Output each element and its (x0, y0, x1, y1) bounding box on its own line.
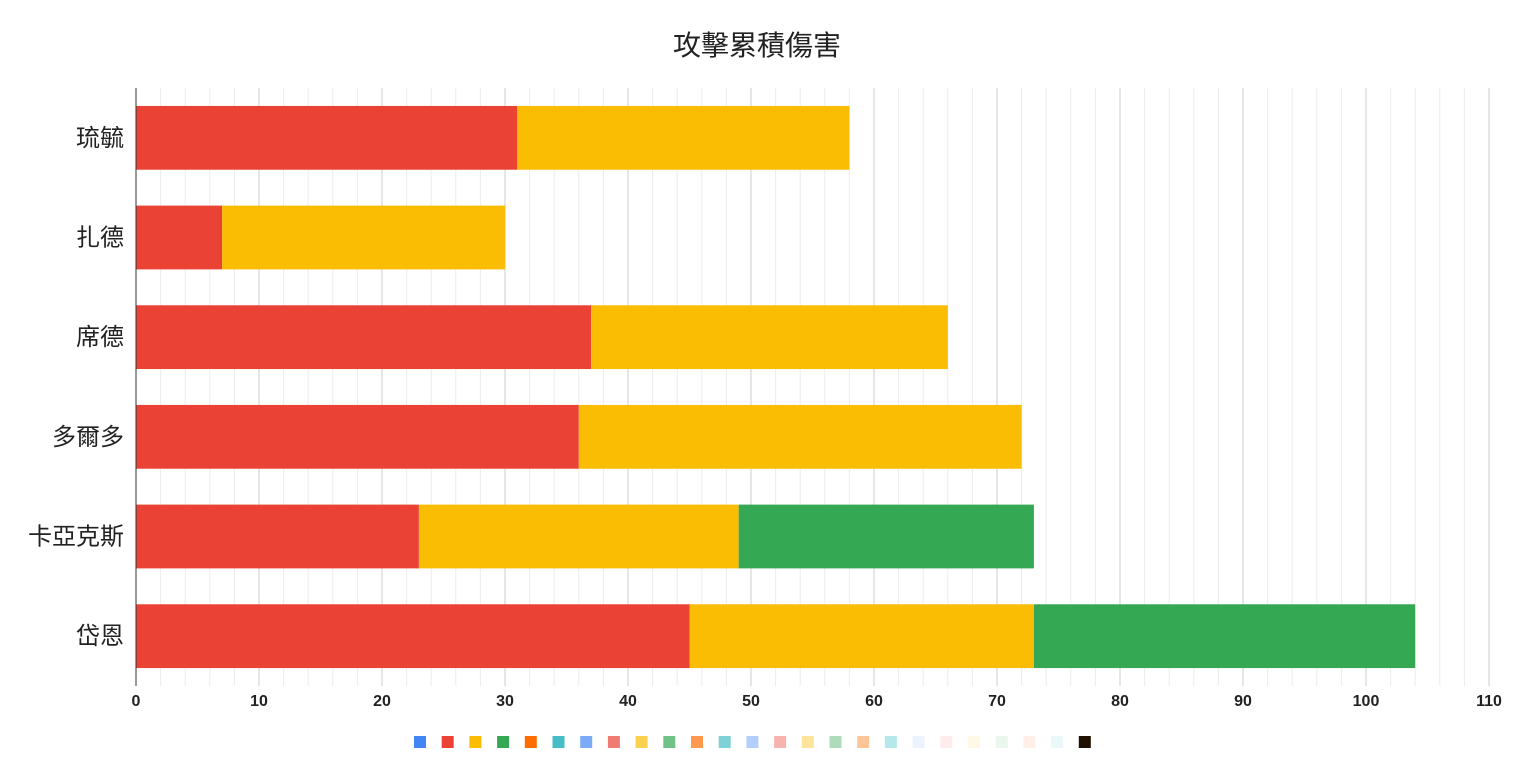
legend-swatch (607, 736, 620, 748)
legend-swatch (1051, 736, 1064, 748)
bar-segment-series-1 (136, 604, 690, 669)
x-tick-label: 0 (132, 693, 141, 710)
x-tick-label: 70 (988, 693, 1006, 710)
legend-swatch (857, 736, 870, 748)
x-tick-label: 80 (1111, 693, 1129, 710)
bar-segment-series-3 (1033, 604, 1416, 669)
bar-segment-series-2 (578, 404, 1022, 469)
category-label: 多爾多 (52, 424, 124, 451)
legend-swatch (829, 736, 842, 748)
category-label: 扎德 (76, 225, 124, 252)
bar-segment-series-1 (136, 205, 223, 270)
category-label: 岱恩 (76, 623, 124, 650)
bar-segment-series-2 (591, 305, 948, 370)
x-tick-label: 30 (496, 693, 514, 710)
legend-swatch (497, 736, 510, 748)
legend-swatch (940, 736, 953, 748)
legend-swatch (912, 736, 925, 748)
legend-swatch (663, 736, 676, 748)
x-tick-label: 60 (865, 693, 883, 710)
legend-swatch (580, 736, 593, 748)
x-tick-label: 50 (742, 693, 760, 710)
legend-swatch (968, 736, 980, 748)
legend-swatch (718, 736, 731, 748)
bar-segment-series-2 (689, 604, 1034, 669)
x-tick-label: 110 (1476, 693, 1502, 710)
bar-segment-series-2 (222, 205, 505, 270)
bar-segment-series-1 (136, 404, 579, 469)
legend-swatch (995, 736, 1008, 748)
legend-swatch (414, 736, 426, 748)
legend-swatch (441, 736, 454, 748)
category-label: 琉毓 (76, 125, 124, 152)
legend-swatch (884, 736, 897, 748)
legend-swatch (1023, 736, 1036, 748)
bar-segment-series-2 (418, 504, 739, 569)
legend-swatch (691, 736, 703, 748)
legend-swatch (469, 736, 482, 748)
bar-segment-series-1 (136, 504, 419, 569)
legend-swatch (552, 736, 565, 748)
bar-segment-series-1 (136, 305, 592, 370)
x-tick-label: 40 (619, 693, 637, 710)
x-tick-label: 10 (250, 693, 268, 710)
x-tick-label: 90 (1234, 693, 1252, 710)
bar-segment-series-1 (136, 105, 518, 170)
legend-swatch (774, 736, 787, 748)
legend-swatch (746, 736, 759, 748)
chart-title: 攻擊累積傷害 (672, 29, 841, 62)
category-label: 卡亞克斯 (28, 524, 124, 551)
category-label: 席德 (76, 324, 124, 351)
legend-swatch (524, 736, 537, 748)
legend-swatch (1078, 736, 1091, 748)
bar-segment-series-3 (738, 504, 1034, 569)
x-tick-label: 20 (373, 693, 391, 710)
x-tick-label: 100 (1353, 693, 1380, 710)
bar-segment-series-2 (517, 105, 850, 170)
legend-swatch (635, 736, 648, 748)
legend-swatch (801, 736, 814, 748)
